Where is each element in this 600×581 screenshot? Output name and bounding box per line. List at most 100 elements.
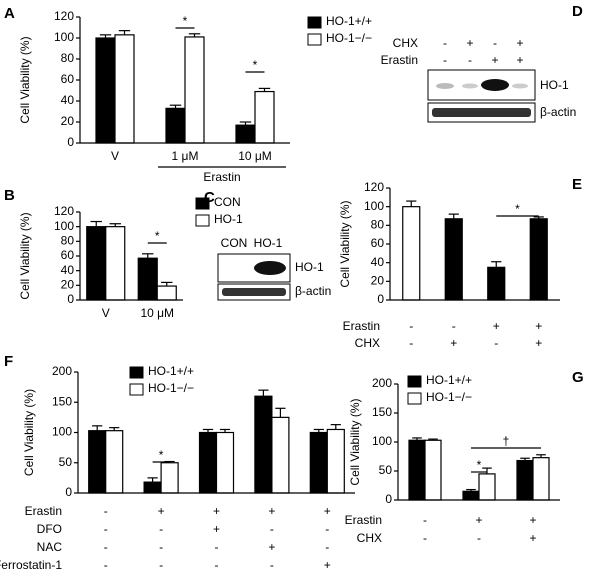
bar <box>95 37 116 144</box>
condition-label: CHX <box>355 336 380 350</box>
sign: + <box>493 319 500 333</box>
sign: - <box>104 540 108 554</box>
condition-label: Erastin <box>25 504 62 518</box>
panel-label: E <box>572 176 582 193</box>
bar <box>156 285 177 301</box>
bar <box>198 431 218 494</box>
bar <box>86 226 107 301</box>
sign: + <box>213 504 220 518</box>
legend-swatch <box>407 392 422 405</box>
x-tick-label: 10 μM <box>140 306 174 320</box>
band <box>481 79 509 91</box>
y-tick-label: 100 <box>54 219 74 233</box>
sign: - <box>159 558 163 572</box>
legend-label: HO-1−/− <box>426 390 472 404</box>
bar <box>105 430 124 494</box>
column-label: CON <box>221 236 248 250</box>
bar <box>424 439 442 501</box>
column-label: HO-1 <box>254 236 283 250</box>
legend-swatch <box>407 375 422 388</box>
legend-swatch <box>129 366 144 379</box>
bar <box>143 481 162 494</box>
band <box>462 83 478 89</box>
blot-c: C CON HO-1 HO-1 β-actin <box>204 189 331 301</box>
sign: - <box>270 558 274 572</box>
sign: + <box>475 513 482 527</box>
sign: - <box>159 522 163 536</box>
legend-swatch <box>307 16 322 29</box>
y-tick-label: 150 <box>52 394 72 408</box>
sign: + <box>324 504 331 518</box>
band <box>432 108 531 117</box>
band-label: HO-1 <box>295 260 324 274</box>
significance-label: * <box>477 458 482 472</box>
y-tick-label: 50 <box>59 455 73 469</box>
y-tick-label: 150 <box>372 405 392 419</box>
bar <box>184 36 205 144</box>
legend-label: HO-1+/+ <box>426 373 472 387</box>
blot-d: D CHX - + - + Erastin - - + + HO-1 β-act… <box>381 3 583 123</box>
y-tick-label: 120 <box>54 9 74 23</box>
bar <box>326 428 345 494</box>
band-label: HO-1 <box>540 78 569 92</box>
x-tick-label: V <box>111 149 119 163</box>
sign: - <box>104 504 108 518</box>
sign: + <box>268 540 275 554</box>
y-tick-label: 20 <box>61 278 75 292</box>
y-tick-label: 60 <box>61 248 75 262</box>
bar <box>88 430 107 494</box>
sign: - <box>270 522 274 536</box>
sign: - <box>325 540 329 554</box>
bar <box>309 431 328 494</box>
group-label: Erastin <box>203 170 240 184</box>
y-tick-label: 20 <box>61 114 75 128</box>
y-tick-label: 40 <box>61 263 75 277</box>
y-tick-label: 100 <box>372 434 392 448</box>
bar <box>516 459 534 501</box>
condition-label: Erastin <box>343 319 380 333</box>
significance-label: * <box>253 58 258 72</box>
bar <box>487 266 506 301</box>
sign: - <box>423 531 427 545</box>
bar <box>254 395 273 494</box>
sign: + <box>158 504 165 518</box>
y-axis-label: Cell Viability (%) <box>18 36 32 123</box>
y-axis-label: Cell Viability (%) <box>18 212 32 299</box>
y-tick-label: 60 <box>61 72 75 86</box>
y-axis-label: Cell Viability (%) <box>338 200 352 287</box>
panel-label: D <box>572 3 583 20</box>
y-tick-label: 40 <box>371 255 385 269</box>
panel-label: G <box>572 369 584 386</box>
sign: - <box>325 522 329 536</box>
bar <box>165 107 186 144</box>
legend-swatch <box>307 33 322 46</box>
y-tick-label: 120 <box>54 204 74 218</box>
band <box>512 83 528 89</box>
bar <box>402 206 421 301</box>
sign: - <box>409 319 413 333</box>
sign: + <box>491 53 498 67</box>
bar <box>408 439 426 501</box>
significance-label: * <box>159 448 164 462</box>
sign: + <box>516 36 523 50</box>
panel-label: C <box>204 189 215 206</box>
legend-swatch <box>195 197 210 210</box>
y-tick-label: 200 <box>52 364 72 378</box>
sign: - <box>477 531 481 545</box>
bar <box>215 431 235 494</box>
y-tick-label: 100 <box>364 199 384 213</box>
bar <box>529 218 548 301</box>
condition-label: Ferrostatin-1 <box>0 558 62 572</box>
significance-label: † <box>503 434 510 448</box>
legend-swatch <box>195 214 210 227</box>
band <box>222 288 286 296</box>
bar <box>160 462 179 494</box>
sign: - <box>452 319 456 333</box>
y-tick-label: 0 <box>67 135 74 149</box>
sign: - <box>468 53 472 67</box>
condition-label: CHX <box>357 531 382 545</box>
bar <box>114 34 135 144</box>
y-tick-label: 20 <box>371 274 385 288</box>
sign: - <box>443 53 447 67</box>
legend-label: HO-1+/+ <box>326 14 372 28</box>
